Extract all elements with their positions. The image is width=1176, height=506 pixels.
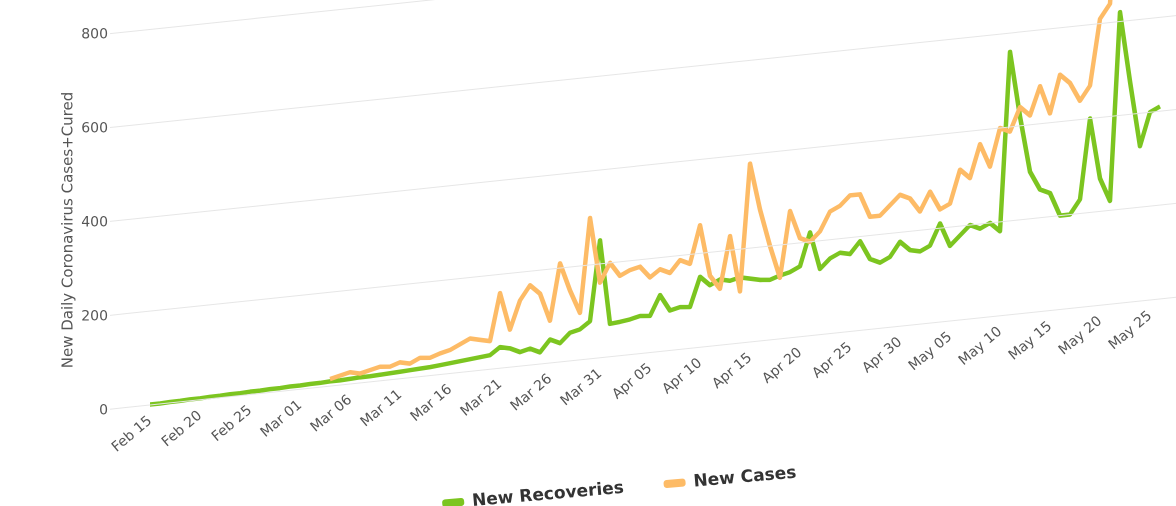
x-tick-label: Mar 06 xyxy=(308,392,356,436)
x-tick-label: Apr 15 xyxy=(709,350,755,392)
x-tick-label: Feb 20 xyxy=(159,408,205,451)
y-tick-label: 200 xyxy=(81,308,108,324)
x-tick-label: May 15 xyxy=(1006,318,1056,363)
x-tick-label: May 25 xyxy=(1106,308,1156,353)
y-tick-label: 0 xyxy=(99,402,108,418)
grid-line xyxy=(110,14,1176,129)
legend-label: New Cases xyxy=(693,463,797,492)
series-group xyxy=(150,0,1163,407)
x-tick-label: Apr 20 xyxy=(759,345,805,387)
x-tick-label: May 05 xyxy=(906,329,956,374)
legend-swatch xyxy=(663,478,686,488)
grid-line xyxy=(110,296,1176,410)
x-tick-label: Apr 05 xyxy=(609,360,655,402)
x-tick-label: May 20 xyxy=(1056,313,1106,358)
grid-line xyxy=(110,202,1176,316)
grid-line xyxy=(110,108,1176,222)
x-tick-label: Apr 30 xyxy=(859,334,905,376)
legend: New Recoveries New Cases xyxy=(442,463,797,506)
legend-swatch xyxy=(442,497,465,506)
series-line xyxy=(329,0,1163,382)
x-tick-label: Feb 25 xyxy=(209,402,255,445)
x-tick-label: Mar 11 xyxy=(358,387,406,431)
y-tick-label: 600 xyxy=(81,121,108,137)
x-tick-label: Mar 31 xyxy=(558,366,606,410)
x-tick-label: Mar 26 xyxy=(508,371,556,415)
x-tick-label: Mar 21 xyxy=(458,376,506,420)
x-tick-label: Apr 25 xyxy=(809,339,855,381)
grid-line xyxy=(110,0,1176,35)
x-tick-label: Apr 10 xyxy=(659,355,705,397)
plot-area xyxy=(110,0,1176,410)
x-tick-label: Mar 01 xyxy=(258,397,306,441)
series-line xyxy=(150,9,1161,407)
y-axis-title: New Daily Coronavirus Cases+Cured xyxy=(59,92,77,369)
x-tick-label: Mar 16 xyxy=(408,381,456,425)
x-tick-label: Feb 15 xyxy=(109,413,155,456)
y-tick-label: 800 xyxy=(81,27,108,43)
legend-label: New Recoveries xyxy=(471,478,624,506)
y-tick-label: 400 xyxy=(81,214,108,230)
x-tick-label: May 10 xyxy=(956,324,1006,369)
